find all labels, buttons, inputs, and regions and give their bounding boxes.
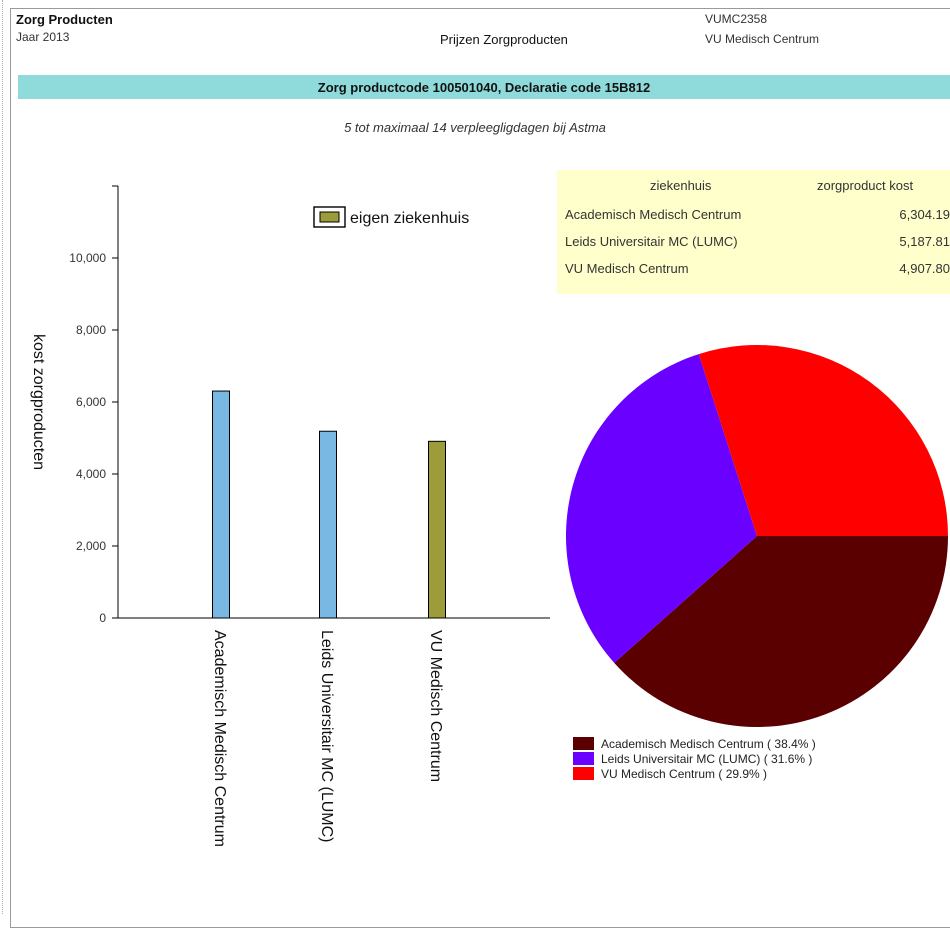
bar <box>319 430 337 619</box>
product-description: 5 tot maximaal 14 verpleegligdagen bij A… <box>344 120 606 135</box>
x-tick-label: Academisch Medisch Centrum <box>211 630 228 847</box>
hospital-code: VUMC2358 <box>705 12 768 26</box>
pie-slice <box>698 345 948 536</box>
legend-swatch <box>319 211 340 223</box>
table-header-hospital: ziekenhuis <box>650 178 712 193</box>
page-edge <box>2 0 6 914</box>
pie-slice <box>566 354 757 663</box>
report-subject: Prijzen Zorgproducten <box>440 32 568 47</box>
y-tick-label: 8,000 <box>76 323 106 337</box>
cost-table: ziekenhuis zorgproduct kost Academisch M… <box>557 170 950 294</box>
pie-legend-label: VU Medisch Centrum ( 29.9% ) <box>601 767 767 781</box>
hospital-name: VU Medisch Centrum <box>705 32 820 46</box>
table-cell-hospital: Leids Universitair MC (LUMC) <box>565 234 738 249</box>
table-cell-cost: 4,907.80 <box>899 261 950 276</box>
product-code-banner: Zorg productcode 100501040, Declaratie c… <box>18 75 950 99</box>
table-cell-cost: 6,304.19 <box>899 207 950 222</box>
y-tick-label: 10,000 <box>69 251 106 265</box>
pie-legend-swatch <box>573 737 594 750</box>
y-tick-label: 6,000 <box>76 395 106 409</box>
table-cell-cost: 5,187.81 <box>899 234 950 249</box>
table-cell-hospital: Academisch Medisch Centrum <box>565 207 742 222</box>
y-axis-label: kost zorgproducten <box>30 334 47 470</box>
pie-legend-swatch <box>573 752 594 765</box>
pie-legend-swatch <box>573 767 594 780</box>
table-header-cost: zorgproduct kost <box>817 178 914 193</box>
y-tick-label: 2,000 <box>76 539 106 553</box>
pie-slice <box>614 536 948 727</box>
y-tick-label: 0 <box>99 611 106 625</box>
bar <box>212 390 230 619</box>
legend-label: eigen ziekenhuis <box>350 210 469 227</box>
x-tick-label: VU Medisch Centrum <box>427 630 444 782</box>
y-tick-label: 4,000 <box>76 467 106 481</box>
pie-legend-label: Leids Universitair MC (LUMC) ( 31.6% ) <box>601 752 812 766</box>
pie-legend-label: Academisch Medisch Centrum ( 38.4% ) <box>601 737 816 751</box>
table-cell-hospital: VU Medisch Centrum <box>565 261 689 276</box>
bar <box>428 440 446 619</box>
x-tick-label: Leids Universitair MC (LUMC) <box>318 630 335 842</box>
report-title: Zorg Producten <box>16 12 113 27</box>
report-year: Jaar 2013 <box>16 30 70 44</box>
